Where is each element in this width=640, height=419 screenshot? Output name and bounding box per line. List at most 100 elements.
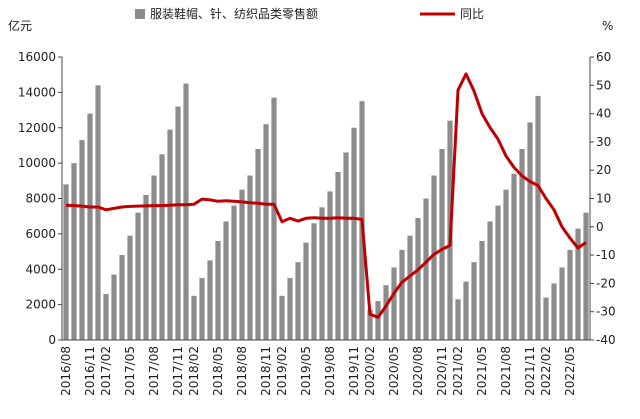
y-tick-label: 10000 (18, 156, 56, 170)
legend-label: 同比 (460, 7, 484, 21)
x-tick-label: 2019/05 (299, 346, 313, 396)
bar (455, 299, 461, 340)
bar (367, 309, 373, 340)
bar (103, 294, 109, 340)
x-tick-label: 2021/08 (499, 346, 513, 396)
x-tick-label: 2019/11 (347, 346, 361, 396)
line (65, 72, 587, 319)
bar (303, 242, 309, 340)
bar (327, 191, 333, 340)
bar (511, 173, 517, 340)
x-tick-label: 2019/08 (323, 346, 337, 396)
x-tick-label: 2022/02 (539, 346, 553, 396)
bar (583, 212, 589, 340)
y-tick-label: 2000 (25, 298, 56, 312)
bar (215, 240, 221, 340)
bar (319, 207, 325, 340)
y2-tick-label: 60 (596, 50, 611, 64)
bar (119, 255, 125, 340)
bar (183, 83, 189, 340)
bar (271, 97, 277, 341)
bar (135, 212, 141, 340)
x-tick-label: 2017/08 (147, 346, 161, 396)
y-tick-label: 6000 (25, 227, 56, 241)
x-tick-label: 2020/11 (435, 346, 449, 396)
x-tick-label: 2018/02 (187, 346, 201, 396)
x-tick-label: 2018/05 (211, 346, 225, 396)
bar (111, 274, 117, 340)
x-tick-label: 2022/05 (563, 346, 577, 396)
y2-tick-label: 10 (596, 192, 611, 206)
bar (527, 122, 533, 340)
bar (71, 163, 77, 340)
bar (423, 198, 429, 340)
bar (223, 221, 229, 340)
x-tick-label: 2017/11 (171, 346, 185, 396)
bar (399, 249, 405, 340)
bar (375, 301, 381, 340)
y2-tick-label: -30 (596, 305, 616, 319)
bar (247, 175, 253, 340)
bar (431, 175, 437, 340)
bar (479, 240, 485, 340)
bar (383, 285, 389, 340)
bar (463, 281, 469, 340)
bar (335, 171, 341, 340)
x-tick-label: 2016/08 (59, 346, 73, 396)
y-tick-label: 12000 (18, 121, 56, 135)
bar (191, 295, 197, 340)
y2-tick-label: -40 (596, 333, 616, 347)
bar (199, 278, 205, 340)
bar (407, 235, 413, 340)
bar (279, 295, 285, 340)
y2-tick-label: 0 (596, 220, 604, 234)
y2-tick-label: -10 (596, 248, 616, 262)
left-axis-unit: 亿元 (8, 18, 32, 33)
bar (343, 152, 349, 340)
y2-tick-label: 40 (596, 107, 611, 121)
bar (519, 148, 525, 340)
x-tick-label: 2020/02 (363, 346, 377, 396)
x-tick-label: 2018/11 (259, 346, 273, 396)
y2-tick-label: 20 (596, 163, 611, 177)
y-tick-label: 4000 (25, 262, 56, 276)
right-axis-unit: % (602, 19, 613, 33)
bar (287, 278, 293, 340)
bar (567, 249, 573, 340)
y2-tick-label: -20 (596, 276, 616, 290)
y-tick-label: 8000 (25, 192, 56, 206)
bar (487, 221, 493, 340)
bar (391, 267, 397, 340)
x-tick-label: 2020/05 (387, 346, 401, 396)
bar (239, 189, 245, 340)
bar (143, 194, 149, 340)
bar (151, 175, 157, 340)
bar (559, 267, 565, 340)
bar (63, 184, 69, 340)
bar (551, 283, 557, 340)
bar (503, 189, 509, 340)
bar (543, 297, 549, 340)
bar (207, 260, 213, 340)
bar (575, 228, 581, 340)
y-tick-label: 16000 (18, 50, 56, 64)
y-tick-label: 0 (48, 333, 56, 347)
x-tick-label: 2016/11 (83, 346, 97, 396)
x-tick-label: 2019/02 (275, 346, 289, 396)
bar (439, 148, 445, 340)
x-tick-label: 2017/05 (123, 346, 137, 396)
y2-tick-label: 30 (596, 135, 611, 149)
bar (87, 113, 93, 340)
bar (79, 140, 85, 340)
legend-swatch (135, 9, 145, 19)
bar (311, 223, 317, 340)
bar (495, 205, 501, 340)
bar (127, 235, 133, 340)
bar (167, 129, 173, 340)
bar (255, 148, 261, 340)
bar (535, 95, 541, 340)
x-tick-label: 2021/02 (451, 346, 465, 396)
legend-label: 服装鞋帽、针、纺织品类零售额 (150, 6, 318, 21)
bar (351, 127, 357, 340)
